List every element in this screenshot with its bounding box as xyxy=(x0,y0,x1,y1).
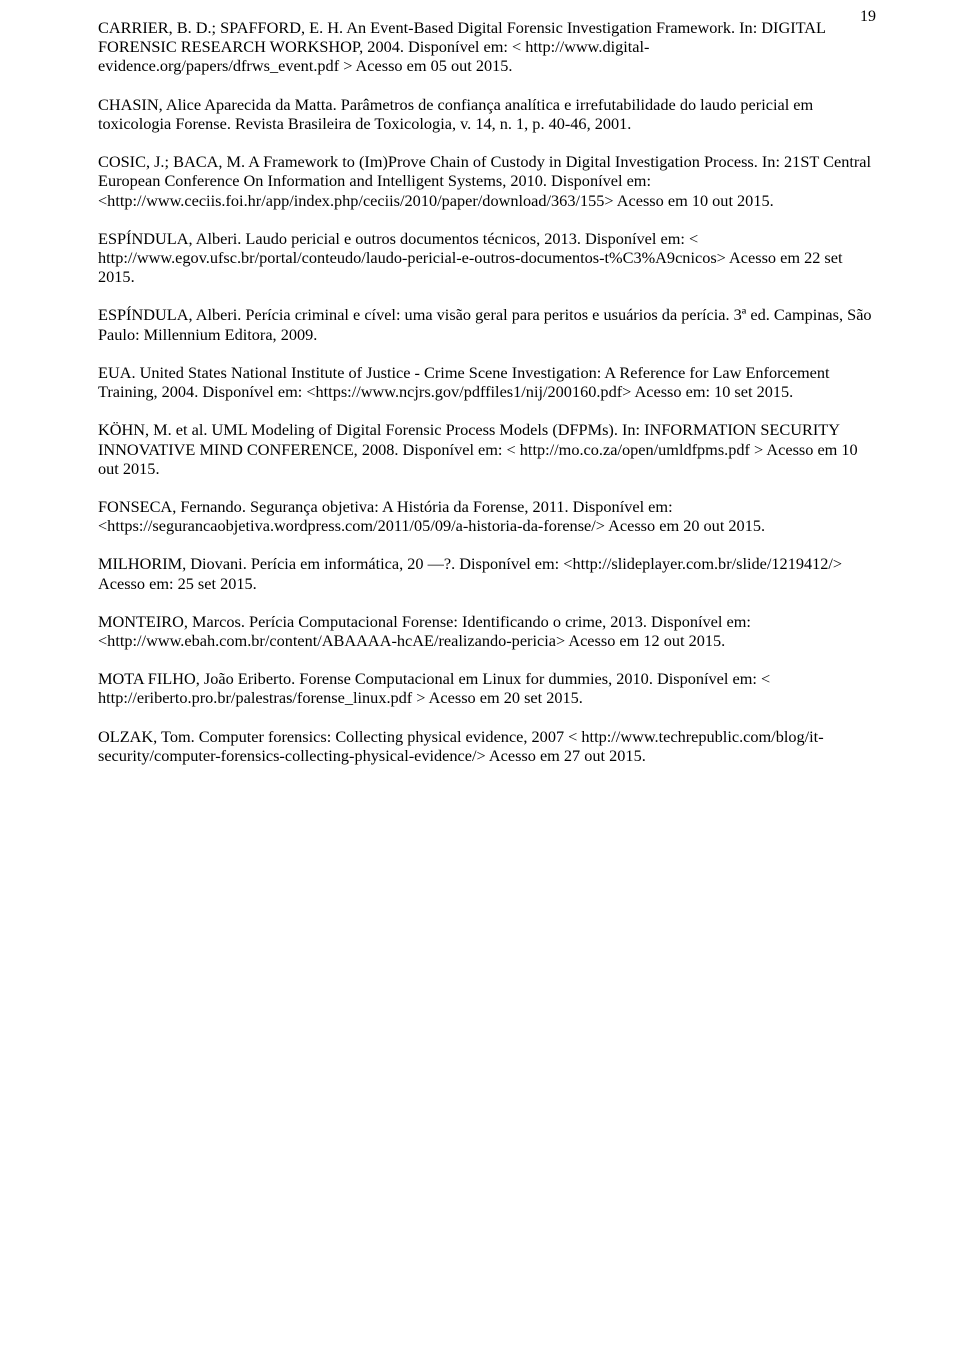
reference-entry: CHASIN, Alice Aparecida da Matta. Parâme… xyxy=(98,95,876,133)
reference-entry: OLZAK, Tom. Computer forensics: Collecti… xyxy=(98,727,876,765)
reference-entry: EUA. United States National Institute of… xyxy=(98,363,876,401)
reference-entry: CARRIER, B. D.; SPAFFORD, E. H. An Event… xyxy=(98,18,876,76)
page-number: 19 xyxy=(860,8,876,26)
reference-entry: KÖHN, M. et al. UML Modeling of Digital … xyxy=(98,420,876,478)
reference-entry: MOTA FILHO, João Eriberto. Forense Compu… xyxy=(98,669,876,707)
document-page: 19 CARRIER, B. D.; SPAFFORD, E. H. An Ev… xyxy=(0,0,960,834)
reference-entry: FONSECA, Fernando. Segurança objetiva: A… xyxy=(98,497,876,535)
reference-entry: ESPÍNDULA, Alberi. Perícia criminal e cí… xyxy=(98,305,876,343)
reference-entry: MILHORIM, Diovani. Perícia em informátic… xyxy=(98,554,876,592)
reference-entry: ESPÍNDULA, Alberi. Laudo pericial e outr… xyxy=(98,229,876,287)
reference-entry: MONTEIRO, Marcos. Perícia Computacional … xyxy=(98,612,876,650)
reference-entry: COSIC, J.; BACA, M. A Framework to (Im)P… xyxy=(98,152,876,210)
